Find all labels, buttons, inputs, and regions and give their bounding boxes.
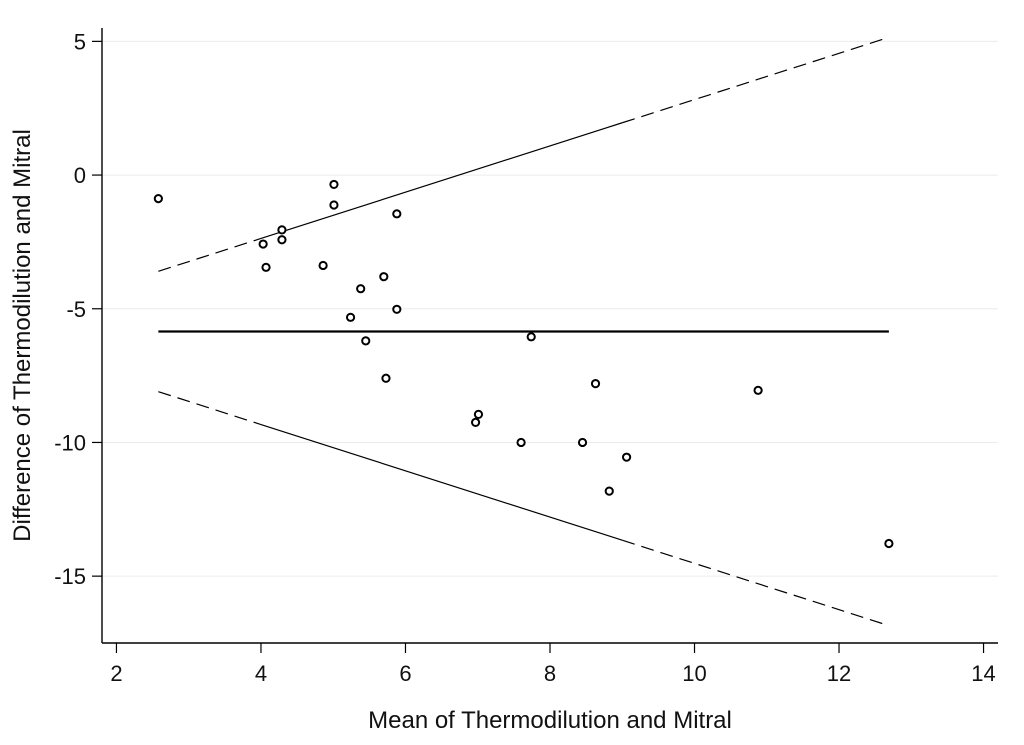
y-tick-label: -15 bbox=[54, 564, 86, 589]
x-axis-title: Mean of Thermodilution and Mitral bbox=[368, 707, 732, 734]
data-point bbox=[392, 209, 402, 219]
data-point bbox=[604, 486, 614, 496]
data-point bbox=[329, 179, 339, 190]
data-point bbox=[356, 284, 366, 294]
x-tick-label: 8 bbox=[544, 661, 556, 686]
data-point bbox=[329, 200, 339, 210]
y-tick-label: 0 bbox=[74, 163, 86, 188]
x-tick-label: 12 bbox=[827, 661, 851, 686]
data-point bbox=[379, 272, 389, 282]
lower-limit-line-dashed-left bbox=[158, 391, 262, 426]
grid-lines bbox=[102, 40, 998, 577]
limit-lines bbox=[158, 36, 890, 627]
data-point bbox=[753, 385, 763, 395]
data-point bbox=[318, 260, 328, 271]
data-point bbox=[361, 336, 371, 346]
data-point bbox=[884, 538, 894, 549]
lower-limit-line-solid bbox=[260, 423, 623, 541]
upper-limit-line-solid bbox=[260, 122, 623, 240]
x-tick-label: 2 bbox=[110, 661, 122, 686]
upper-limit-line-dashed-left bbox=[158, 237, 262, 272]
data-point bbox=[277, 235, 287, 245]
data-point bbox=[261, 262, 271, 272]
data-point bbox=[526, 332, 536, 342]
data-point bbox=[470, 417, 481, 428]
upper-limit-line-dashed-right bbox=[622, 36, 890, 124]
axes bbox=[101, 28, 998, 644]
y-axis-ticks: 5 0 -5 -10 -15 bbox=[54, 29, 102, 589]
data-point bbox=[392, 304, 402, 314]
y-tick-label: -10 bbox=[54, 430, 86, 455]
x-tick-label: 4 bbox=[255, 661, 267, 686]
lower-limit-line-dashed-right bbox=[622, 539, 890, 627]
data-point bbox=[277, 225, 287, 235]
x-tick-label: 14 bbox=[971, 661, 995, 686]
data-point bbox=[345, 312, 356, 322]
data-point bbox=[473, 409, 484, 419]
data-point bbox=[258, 239, 268, 249]
x-tick-label: 10 bbox=[682, 661, 706, 686]
data-point bbox=[621, 452, 632, 462]
x-tick-label: 6 bbox=[399, 661, 411, 686]
y-tick-label: -5 bbox=[66, 297, 86, 322]
data-point bbox=[577, 437, 588, 448]
data-point bbox=[516, 437, 526, 448]
data-point bbox=[381, 373, 391, 383]
data-points bbox=[153, 179, 894, 549]
y-tick-label: 5 bbox=[74, 29, 86, 54]
x-axis-ticks: 2 4 6 8 10 12 14 bbox=[110, 643, 996, 686]
data-point bbox=[590, 379, 601, 389]
data-point bbox=[153, 193, 163, 204]
y-axis-title: Difference of Thermodilution and Mitral bbox=[9, 129, 36, 542]
